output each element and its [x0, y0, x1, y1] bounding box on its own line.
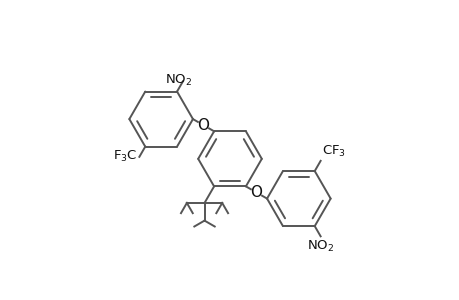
Text: NO$_2$: NO$_2$	[164, 73, 192, 88]
Text: CF$_3$: CF$_3$	[321, 144, 346, 159]
Text: O: O	[197, 118, 209, 133]
Text: O: O	[250, 185, 262, 200]
Text: NO$_2$: NO$_2$	[306, 239, 334, 254]
Text: F$_3$C: F$_3$C	[113, 149, 138, 164]
